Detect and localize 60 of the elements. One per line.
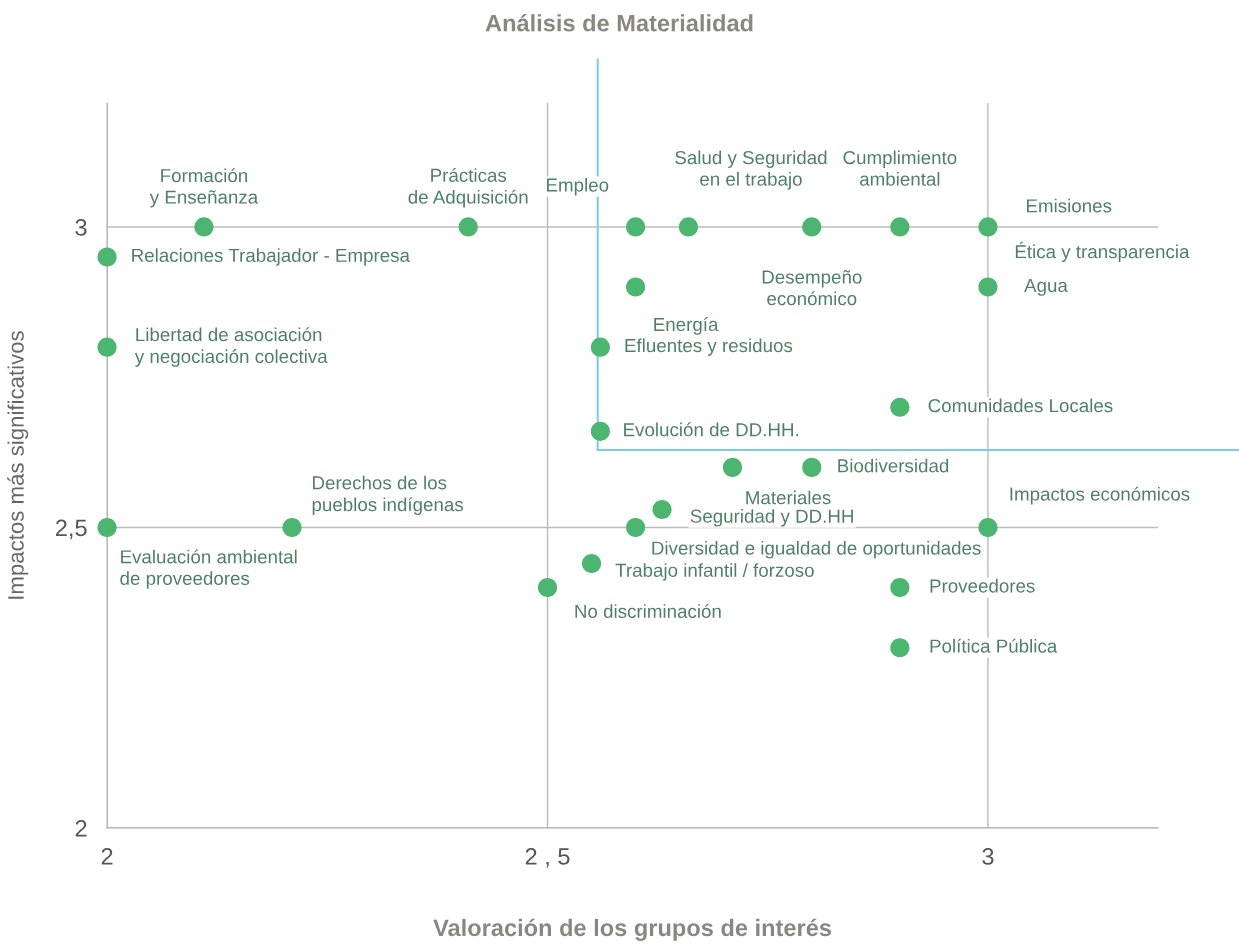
annotation: Evaluación ambiental de proveedores <box>120 549 297 589</box>
annotation: Impactos económicos <box>1010 486 1190 505</box>
annotation: Desempeño económico <box>762 270 862 306</box>
point <box>890 578 910 598</box>
annotation: Ética y transparencia <box>1015 241 1190 263</box>
x-axis-title: Valoración de los grupos de interés <box>433 918 831 941</box>
x-tick-label: 3 <box>982 848 994 865</box>
point <box>890 397 910 417</box>
annotation: No discriminación <box>575 604 721 619</box>
point <box>194 217 214 237</box>
point <box>97 517 117 538</box>
point <box>802 217 822 237</box>
point <box>282 517 302 538</box>
annotation: Trabajo infantil / forzoso <box>615 563 814 581</box>
annotation: Diversidad e igualdad de oportunidades <box>652 540 981 559</box>
annotation: Biodiversidad <box>838 458 949 473</box>
point <box>458 217 478 237</box>
point <box>722 457 743 477</box>
point <box>626 217 646 237</box>
point <box>978 517 998 538</box>
annotation: Evolución de DD.HH. <box>624 422 799 437</box>
x-tick-label: 2 <box>101 848 113 865</box>
annotation: Libertad de asociación y negociación colectiva <box>134 327 328 367</box>
point <box>97 247 117 267</box>
point <box>978 277 998 297</box>
point <box>626 517 646 538</box>
annotation: Prácticas de Adquisición <box>408 167 528 208</box>
y-tick-label: 3 <box>75 219 87 236</box>
point <box>652 499 672 520</box>
annotation: Relaciones Trabajador - Empresa <box>132 248 410 266</box>
annotation: Comunidades Locales <box>928 398 1113 413</box>
x-tick-label: 2 , 5 <box>525 848 570 868</box>
annotation: Política Pública <box>930 638 1058 653</box>
chart-title: Análisis de Materialidad <box>485 13 753 32</box>
y-axis-title: Impactos más significativos <box>7 331 29 599</box>
annotation: Proveedores <box>930 578 1035 593</box>
annotation: Derechos de los pueblos indígenas <box>312 475 464 515</box>
point <box>581 553 602 574</box>
annotation: Salud y Seguridad en el trabajo <box>675 150 827 190</box>
annotation: Formación y Enseñanza <box>149 168 259 208</box>
annotation: Efluentes y residuos <box>625 338 793 356</box>
point <box>890 638 910 658</box>
point <box>97 337 117 357</box>
annotation: Materiales <box>746 490 831 505</box>
point <box>537 578 558 598</box>
annotation: Cumplimiento ambiental <box>843 150 957 186</box>
annotation: Empleo <box>547 177 609 196</box>
point <box>890 217 910 237</box>
point <box>802 457 822 477</box>
point <box>590 337 610 357</box>
point <box>590 421 610 441</box>
annotation: Energía <box>654 317 719 335</box>
y-tick-label: 2,5 <box>55 519 87 540</box>
annotation: Seguridad y DD.HH <box>690 509 853 527</box>
point <box>678 217 699 237</box>
annotation: Emisiones <box>1026 198 1112 213</box>
annotation: Agua <box>1024 279 1068 296</box>
y-tick-label: 2 <box>75 820 87 837</box>
point <box>626 277 646 297</box>
point <box>978 217 998 237</box>
